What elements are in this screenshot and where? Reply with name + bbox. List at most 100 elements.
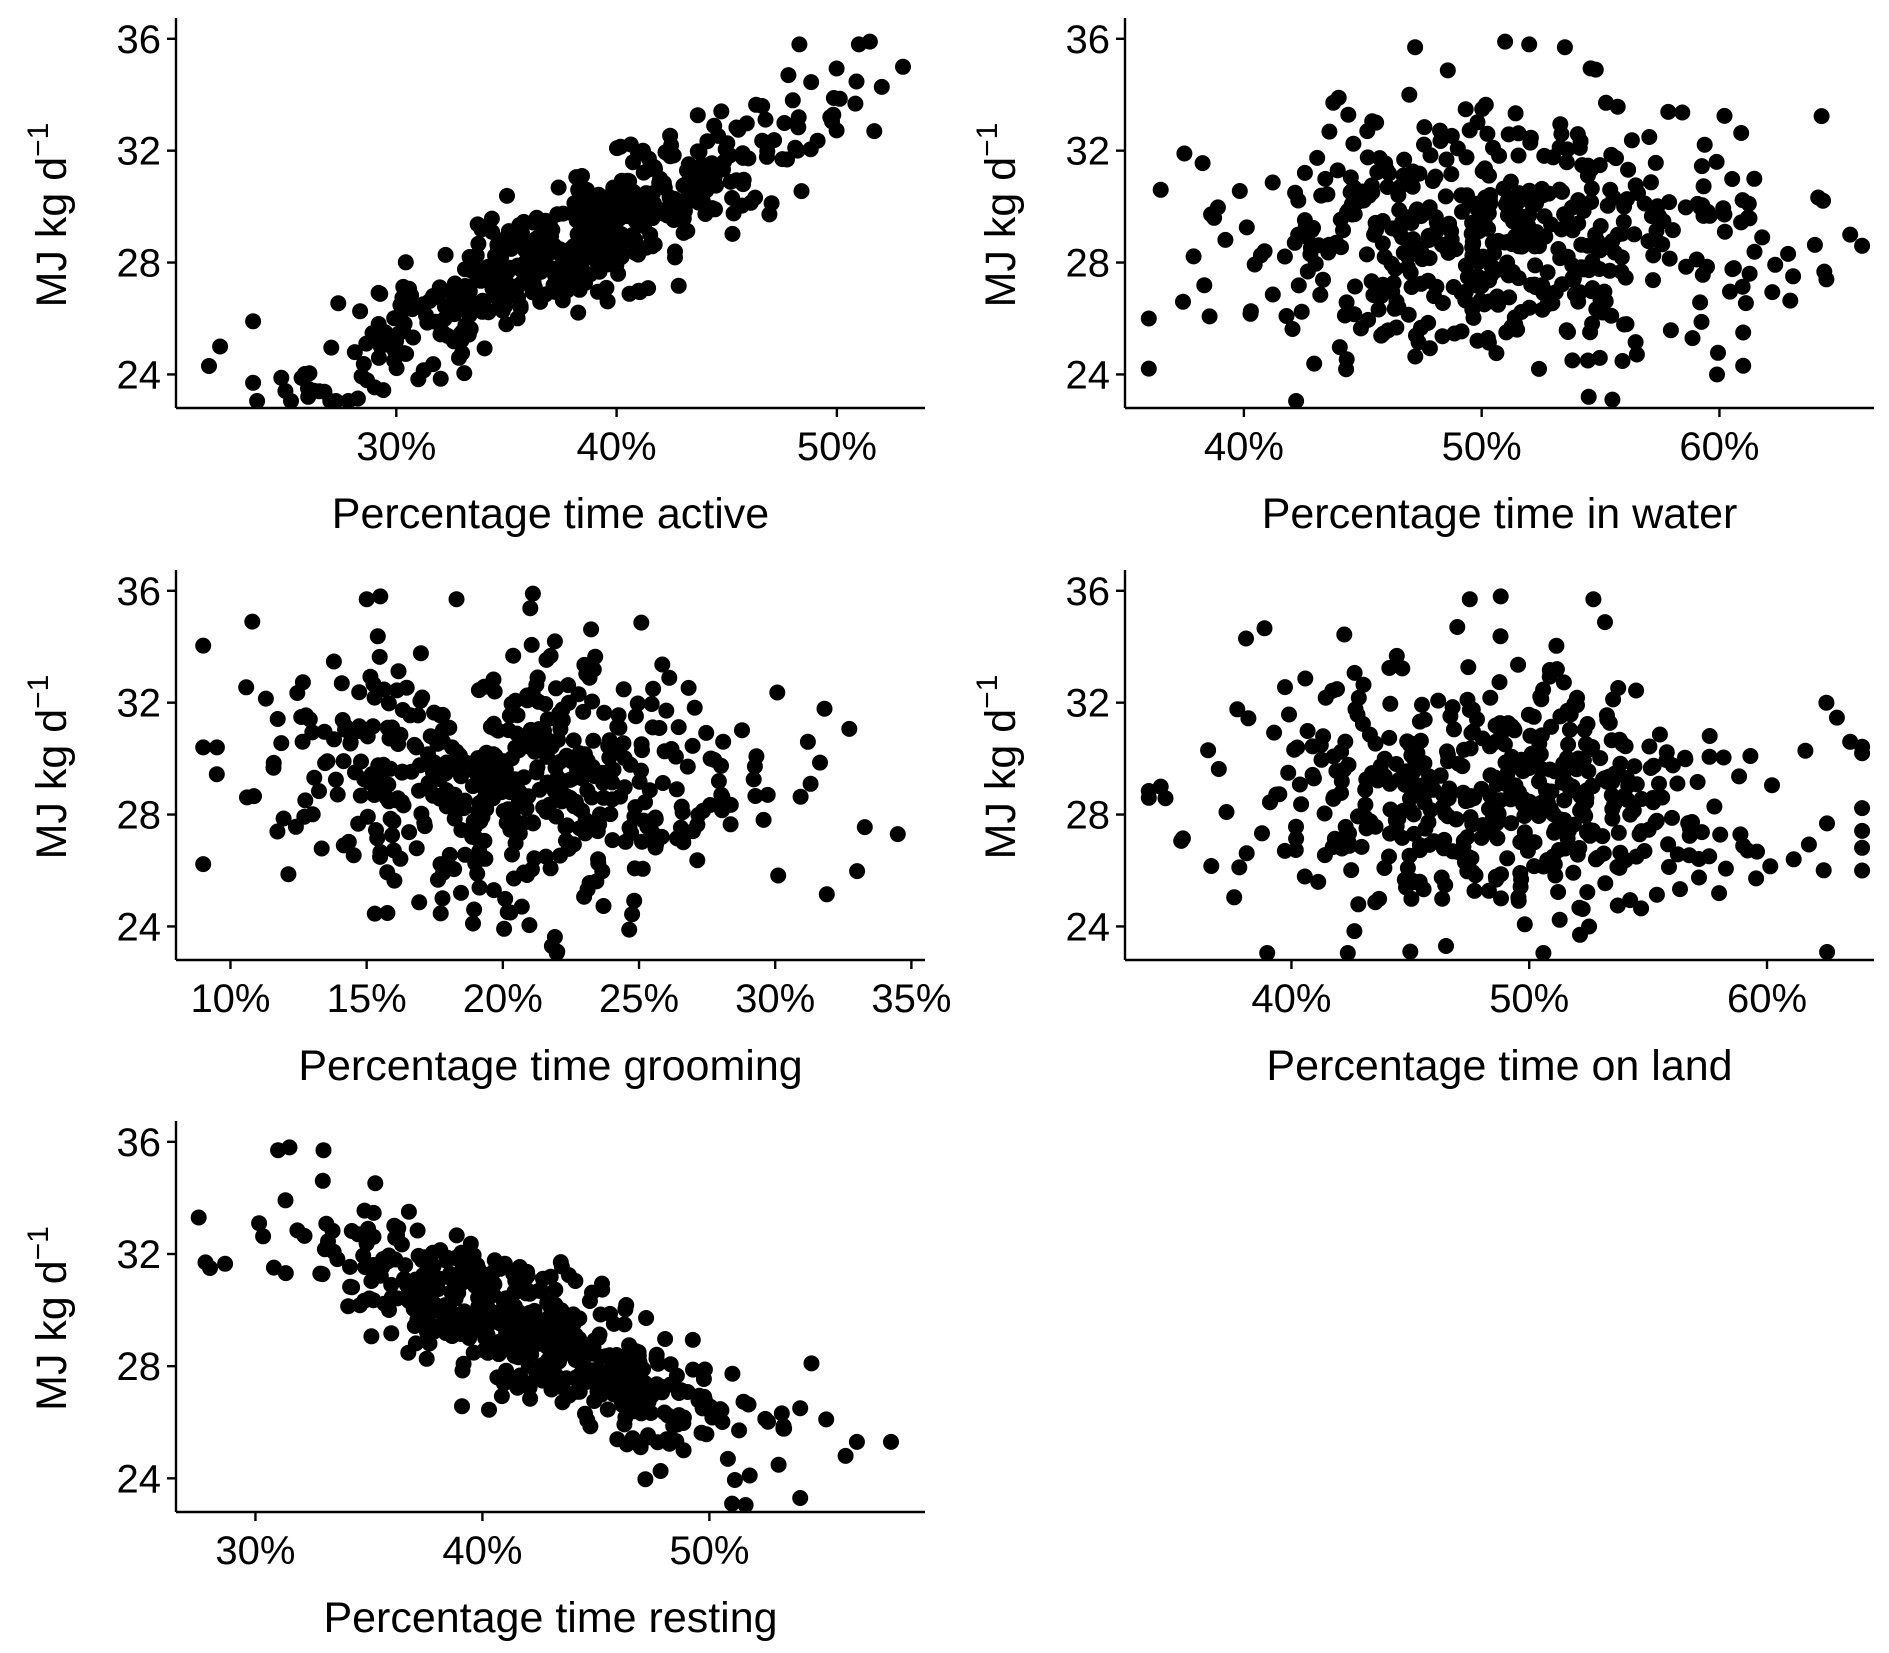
data-point bbox=[1483, 267, 1500, 283]
data-point bbox=[747, 788, 764, 804]
data-point bbox=[1816, 263, 1833, 280]
data-point bbox=[627, 245, 644, 261]
data-point bbox=[1336, 307, 1353, 324]
data-point bbox=[548, 808, 565, 825]
data-point bbox=[703, 155, 720, 172]
data-point bbox=[524, 814, 541, 831]
data-point bbox=[1476, 296, 1493, 313]
data-point bbox=[1561, 721, 1578, 738]
data-point bbox=[1625, 802, 1642, 819]
data-point bbox=[1398, 879, 1414, 896]
data-point bbox=[212, 338, 229, 355]
data-point bbox=[828, 60, 845, 77]
data-point bbox=[1336, 626, 1353, 643]
data-point bbox=[848, 1433, 865, 1450]
data-point bbox=[208, 739, 225, 756]
data-point bbox=[724, 1365, 741, 1382]
data-point bbox=[343, 1223, 360, 1239]
data-point bbox=[1403, 215, 1420, 231]
y-tick-label: 32 bbox=[1066, 130, 1111, 174]
data-point bbox=[592, 255, 609, 272]
data-point bbox=[689, 107, 706, 124]
data-point bbox=[316, 1241, 333, 1258]
data-point bbox=[787, 139, 804, 156]
data-point bbox=[1762, 858, 1779, 875]
data-points bbox=[1140, 33, 1871, 409]
data-point bbox=[1553, 126, 1570, 142]
data-point bbox=[1288, 830, 1305, 847]
data-point bbox=[1404, 178, 1421, 195]
data-point bbox=[548, 945, 565, 961]
data-point bbox=[1411, 842, 1428, 859]
data-point bbox=[1592, 242, 1608, 259]
data-point bbox=[1545, 149, 1562, 166]
data-point bbox=[1571, 139, 1588, 156]
data-point bbox=[1306, 355, 1323, 372]
data-point bbox=[1819, 815, 1835, 832]
data-point bbox=[585, 1373, 602, 1390]
data-point bbox=[493, 256, 510, 272]
x-tick-label: 50% bbox=[1442, 425, 1522, 469]
data-point bbox=[1615, 213, 1632, 230]
data-point bbox=[1229, 701, 1246, 718]
data-point bbox=[1470, 254, 1487, 271]
data-point bbox=[1413, 319, 1429, 336]
data-point bbox=[792, 1400, 809, 1417]
data-point bbox=[1741, 265, 1758, 282]
data-point bbox=[1540, 185, 1557, 202]
y-tick-label: 32 bbox=[117, 130, 162, 174]
data-point bbox=[1385, 275, 1402, 291]
data-point bbox=[1487, 717, 1504, 734]
data-point bbox=[1684, 330, 1701, 347]
data-point bbox=[390, 736, 407, 752]
data-point bbox=[1357, 796, 1374, 813]
data-point bbox=[1725, 260, 1742, 277]
data-point bbox=[473, 221, 490, 238]
data-point bbox=[759, 786, 776, 803]
data-point bbox=[568, 1369, 585, 1386]
data-point bbox=[556, 252, 573, 269]
data-point bbox=[669, 830, 686, 847]
data-point bbox=[621, 921, 638, 938]
data-point bbox=[396, 1270, 412, 1287]
data-point bbox=[1601, 773, 1618, 790]
x-tick-label: 20% bbox=[463, 977, 543, 1021]
data-point bbox=[724, 190, 741, 206]
data-point bbox=[471, 879, 488, 896]
data-point bbox=[1591, 261, 1608, 277]
data-point bbox=[607, 1359, 624, 1376]
data-point bbox=[1579, 352, 1596, 369]
data-point bbox=[372, 338, 389, 355]
data-point bbox=[1278, 308, 1295, 324]
x-axis-title: Percentage time resting bbox=[323, 1594, 777, 1642]
data-point bbox=[1176, 145, 1193, 162]
data-point bbox=[658, 1431, 675, 1448]
data-point bbox=[422, 1317, 439, 1334]
data-point bbox=[684, 737, 701, 754]
data-point bbox=[1695, 178, 1712, 195]
data-point bbox=[1662, 322, 1679, 339]
data-point bbox=[1411, 165, 1428, 182]
data-point bbox=[585, 732, 602, 749]
data-point bbox=[1476, 160, 1493, 177]
data-point bbox=[437, 861, 454, 878]
data-point bbox=[475, 1320, 492, 1337]
data-point bbox=[570, 304, 587, 321]
scatter-panel-1: 24 28 32 36 30% 40% 50% Percentage time active M… bbox=[22, 18, 925, 538]
data-point bbox=[1854, 800, 1871, 817]
data-point bbox=[641, 782, 658, 799]
data-point bbox=[583, 224, 600, 241]
data-point bbox=[634, 860, 651, 877]
data-point bbox=[1448, 811, 1464, 828]
data-point bbox=[1479, 125, 1496, 142]
data-point bbox=[648, 1346, 665, 1363]
data-point bbox=[1716, 206, 1733, 223]
data-point bbox=[467, 1275, 484, 1292]
data-point bbox=[1140, 783, 1157, 799]
data-point bbox=[793, 183, 810, 200]
data-point bbox=[1740, 209, 1756, 226]
data-point bbox=[418, 307, 434, 324]
data-point bbox=[1449, 843, 1466, 860]
data-point bbox=[1708, 153, 1725, 170]
data-point bbox=[1457, 101, 1474, 118]
